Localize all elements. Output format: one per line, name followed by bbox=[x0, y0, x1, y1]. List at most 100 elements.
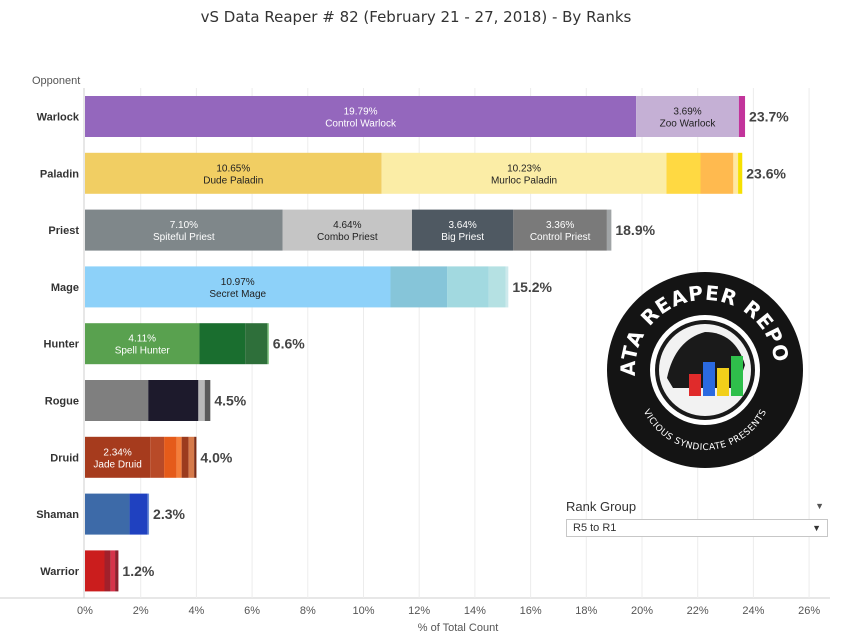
total-label: 15.2% bbox=[512, 279, 552, 295]
segment-percent-label: 4.64% bbox=[333, 220, 361, 231]
bar-row-shaman: Shaman 2.3% bbox=[36, 493, 186, 535]
bar-segment[interactable] bbox=[505, 266, 509, 308]
bar-segment[interactable] bbox=[115, 550, 119, 592]
bar-row-warlock: Warlock 19.79%Control Warlock 3.69%Zoo War… bbox=[37, 96, 789, 137]
segment-percent-label: 3.69% bbox=[673, 107, 701, 118]
total-label: 4.0% bbox=[200, 449, 232, 465]
bar-row-rogue: Rogue 4.5% bbox=[45, 380, 247, 421]
x-tick-label: 12% bbox=[408, 605, 430, 617]
x-tick-label: 2% bbox=[133, 605, 149, 617]
category-label: Mage bbox=[51, 282, 79, 294]
x-tick-layer: 0% 2% 4% 6% 8% 10% 12% 14% 16% 18% 20% 22% 24% 26% bbox=[77, 605, 820, 617]
bar-segment[interactable] bbox=[148, 380, 199, 421]
bar-segment[interactable] bbox=[176, 436, 182, 478]
bar-row-paladin: Paladin 10.65%Dude Paladin 10.23%Murloc Pa… bbox=[40, 152, 787, 194]
bar-segment[interactable] bbox=[488, 266, 506, 308]
bar-row-warrior: Warrior 1.2% bbox=[40, 550, 155, 592]
x-tick-label: 20% bbox=[631, 605, 653, 617]
x-tick-label: 0% bbox=[77, 605, 93, 617]
bar-segment[interactable] bbox=[267, 323, 269, 365]
bar-segment[interactable] bbox=[282, 209, 412, 251]
bar-segment[interactable] bbox=[606, 209, 612, 251]
bar-segment[interactable] bbox=[85, 550, 105, 592]
bar-segment[interactable] bbox=[636, 96, 739, 137]
x-tick-label: 18% bbox=[575, 605, 597, 617]
total-label: 1.2% bbox=[122, 563, 154, 579]
total-label: 2.3% bbox=[153, 506, 185, 522]
x-axis-label: % of Total Count bbox=[418, 622, 499, 634]
segment-percent-label: 7.10% bbox=[170, 220, 198, 231]
segment-name-label: Spell Hunter bbox=[115, 346, 171, 357]
category-label: Paladin bbox=[40, 168, 79, 180]
bar-segment[interactable] bbox=[199, 323, 246, 365]
bar-row-hunter: Hunter 4.11%Spell Hunter 6.6% bbox=[44, 323, 305, 365]
rank-group-selected-value: R5 to R1 bbox=[573, 522, 617, 534]
chart-title: vS Data Reaper # 82 (February 21 - 27, 2… bbox=[201, 8, 632, 26]
x-tick-label: 14% bbox=[464, 605, 486, 617]
x-tick-label: 24% bbox=[742, 605, 764, 617]
bar-segment[interactable] bbox=[104, 550, 111, 592]
bar-segment[interactable] bbox=[181, 436, 189, 478]
segment-name-label: Control Priest bbox=[530, 232, 591, 243]
total-label: 23.6% bbox=[746, 165, 786, 181]
chevron-down-icon[interactable]: ▼ bbox=[815, 501, 824, 511]
bar-segment[interactable] bbox=[381, 152, 667, 194]
bar-segment[interactable] bbox=[245, 323, 268, 365]
bar-segment[interactable] bbox=[188, 436, 195, 478]
bar-segment[interactable] bbox=[147, 493, 150, 535]
bar-segment[interactable] bbox=[129, 493, 148, 535]
segment-name-label: Murloc Paladin bbox=[491, 175, 557, 186]
segment-percent-label: 10.23% bbox=[507, 163, 541, 174]
bar-segment[interactable] bbox=[85, 436, 151, 478]
bar-segment[interactable] bbox=[85, 323, 200, 365]
bar-segment[interactable] bbox=[700, 152, 734, 194]
rank-group-filter: Rank Group ▼ R5 to R1 ▼ bbox=[566, 497, 828, 537]
total-label: 23.7% bbox=[749, 109, 789, 125]
category-label: Priest bbox=[48, 225, 79, 237]
x-tick-label: 8% bbox=[300, 605, 316, 617]
bar-segment[interactable] bbox=[85, 96, 637, 137]
segment-name-label: Spiteful Priest bbox=[153, 232, 215, 243]
segment-name-label: Control Warlock bbox=[325, 119, 397, 130]
x-tick-label: 4% bbox=[188, 605, 204, 617]
category-label: Warlock bbox=[37, 112, 80, 124]
bar-segment[interactable] bbox=[85, 152, 382, 194]
bar-segment[interactable] bbox=[85, 493, 130, 535]
rank-group-select[interactable]: R5 to R1 ▼ bbox=[566, 519, 828, 537]
bar-segment[interactable] bbox=[390, 266, 448, 308]
bar-segment[interactable] bbox=[738, 152, 743, 194]
segment-percent-label: 10.97% bbox=[221, 277, 255, 288]
bar-row-druid: Druid 2.34%Jade Druid 4.0% bbox=[50, 436, 233, 478]
bar-segment[interactable] bbox=[194, 436, 197, 478]
bar-segment[interactable] bbox=[738, 96, 746, 137]
bar-segment[interactable] bbox=[198, 380, 205, 421]
bar-segment[interactable] bbox=[85, 380, 149, 421]
x-tick-label: 10% bbox=[352, 605, 374, 617]
bar-segment[interactable] bbox=[150, 436, 165, 478]
bar-segment[interactable] bbox=[513, 209, 607, 251]
segment-percent-label: 19.79% bbox=[344, 107, 378, 118]
total-label: 4.5% bbox=[214, 393, 246, 409]
bar-row-mage: Mage 10.97%Secret Mage 15.2% bbox=[51, 266, 553, 308]
bar-row-priest: Priest 7.10%Spiteful Priest 4.64%Combo Pri… bbox=[48, 209, 656, 251]
rank-group-header: Rank Group ▼ bbox=[566, 497, 828, 515]
bar-segment[interactable] bbox=[85, 266, 391, 308]
caret-down-icon: ▼ bbox=[812, 523, 821, 533]
bar-segment[interactable] bbox=[733, 152, 739, 194]
bar-segment[interactable] bbox=[411, 209, 514, 251]
x-tick-label: 16% bbox=[520, 605, 542, 617]
x-tick-label: 6% bbox=[244, 605, 260, 617]
segment-name-label: Jade Druid bbox=[93, 459, 141, 470]
bar-layer: Warlock 19.79%Control Warlock 3.69%Zoo War… bbox=[36, 96, 789, 592]
bar-segment[interactable] bbox=[447, 266, 489, 308]
x-tick-label: 26% bbox=[798, 605, 820, 617]
bar-segment[interactable] bbox=[666, 152, 701, 194]
bar-segment[interactable] bbox=[164, 436, 177, 478]
total-label: 6.6% bbox=[273, 336, 305, 352]
bar-segment[interactable] bbox=[85, 209, 283, 251]
bar-segment[interactable] bbox=[204, 380, 211, 421]
rank-group-title: Rank Group bbox=[566, 498, 637, 514]
bar-segment[interactable] bbox=[110, 550, 116, 592]
segment-name-label: Combo Priest bbox=[317, 232, 378, 243]
